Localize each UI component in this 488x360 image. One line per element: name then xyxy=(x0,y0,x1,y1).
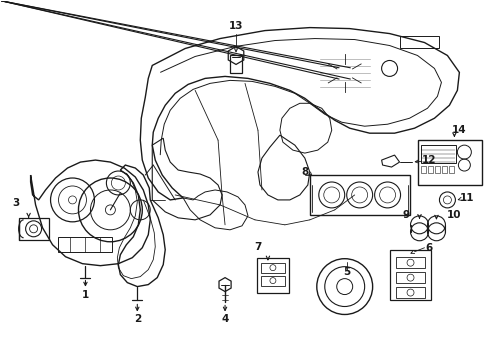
Text: 5: 5 xyxy=(343,267,349,276)
Text: 1: 1 xyxy=(81,289,89,300)
Text: 14: 14 xyxy=(451,125,466,135)
Bar xyxy=(395,257,425,268)
Text: 4: 4 xyxy=(221,314,228,324)
Bar xyxy=(19,218,48,240)
Bar xyxy=(261,276,285,285)
Bar xyxy=(399,36,439,48)
Bar xyxy=(389,250,430,300)
Text: 7: 7 xyxy=(254,242,261,252)
Bar xyxy=(442,166,447,173)
Bar xyxy=(58,237,112,252)
Bar xyxy=(395,272,425,283)
Text: 10: 10 xyxy=(446,210,461,220)
Bar xyxy=(256,258,288,293)
Bar xyxy=(427,166,432,173)
Text: 13: 13 xyxy=(228,21,243,31)
Bar xyxy=(417,140,481,185)
Text: 9: 9 xyxy=(402,210,409,220)
Text: 8: 8 xyxy=(301,167,308,177)
Bar xyxy=(435,166,440,173)
Bar xyxy=(229,55,242,73)
Bar xyxy=(421,166,426,173)
Bar xyxy=(448,166,453,173)
Text: 12: 12 xyxy=(421,155,436,165)
Bar xyxy=(309,175,408,215)
Bar xyxy=(421,145,455,163)
Text: 2: 2 xyxy=(133,314,141,324)
Bar xyxy=(395,287,425,298)
Text: 11: 11 xyxy=(459,193,474,203)
Bar xyxy=(261,263,285,273)
Text: 6: 6 xyxy=(425,243,432,253)
Text: 3: 3 xyxy=(12,198,19,208)
